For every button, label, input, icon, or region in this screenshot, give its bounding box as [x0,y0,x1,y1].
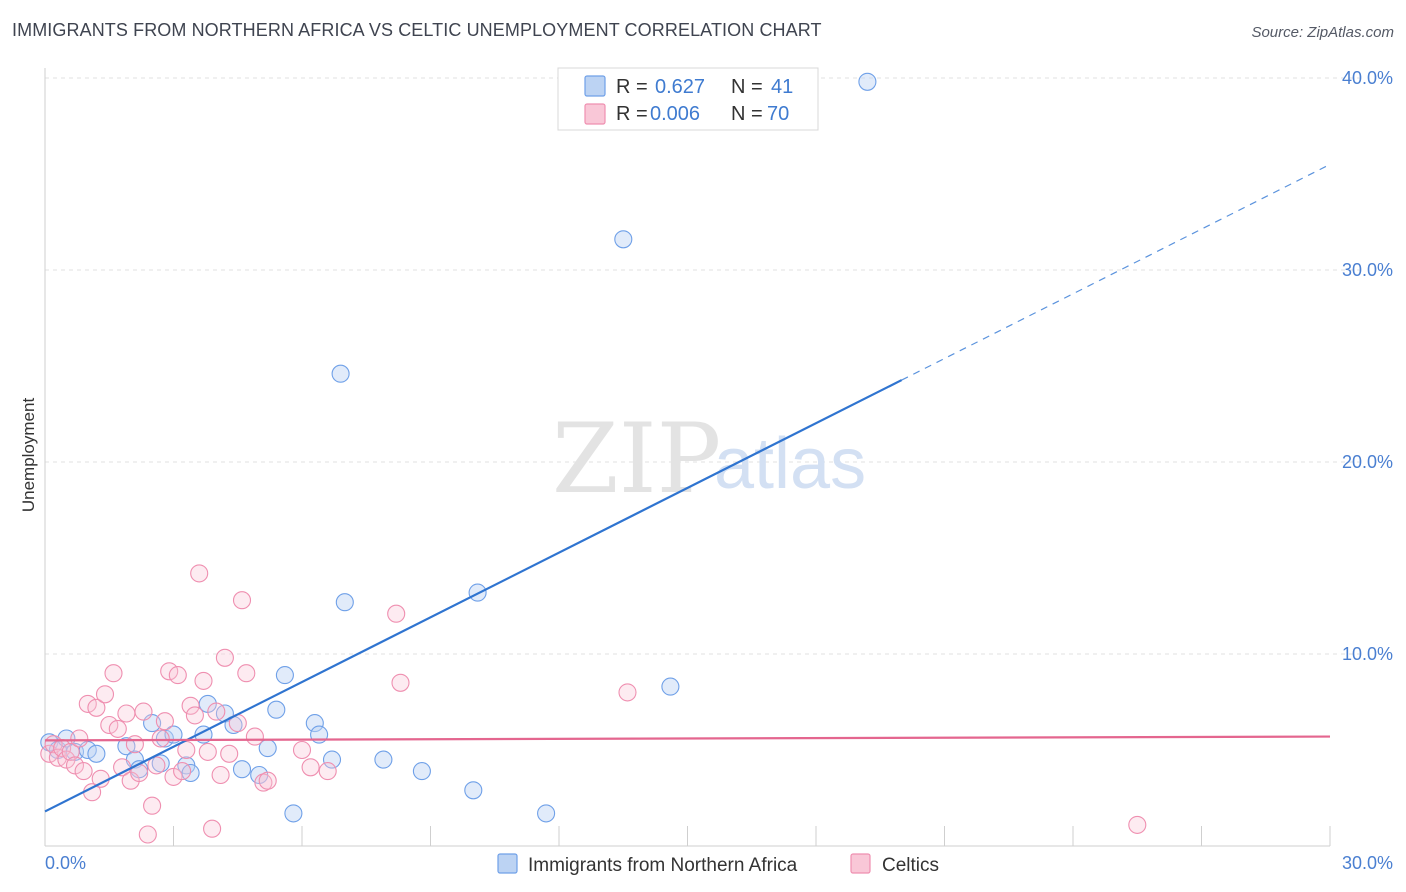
data-point-celtics [232,591,252,610]
bottom-legend: Immigrants from Northern Africa Celtics [497,853,939,876]
data-point-celtics [168,666,187,685]
data-point-immigrants [284,804,303,823]
data-point-immigrants [322,750,342,769]
data-point-celtics [318,762,337,781]
data-point-celtics [215,648,234,667]
trend-layer [44,163,1331,813]
legend: R = 0.627 N = 41 R = 0.006 N = 70 [557,67,819,131]
y-tick-label: 40.0% [1342,68,1393,88]
tick-label-layer: 10.0% 20.0% 30.0% 40.0% 0.0% 30.0% [45,68,1393,873]
data-point-celtics [138,825,157,844]
data-point-celtics [100,715,119,735]
data-point-celtics [134,702,153,721]
data-point-celtics [95,685,115,704]
data-point-celtics [61,742,80,761]
data-point-immigrants [305,714,324,733]
data-point-celtics [147,756,166,775]
data-point-celtics [155,712,174,731]
legend-n-value-2: 70 [767,103,789,125]
data-point-immigrants [267,700,286,719]
legend-n-label-2: N = [731,103,763,125]
data-point-celtics [618,683,637,702]
data-point-celtics [207,702,226,721]
data-point-celtics [1128,815,1147,834]
data-point-immigrants [232,760,252,779]
data-point-celtics [292,740,312,760]
data-point-celtics [70,729,89,748]
watermark: ZIP atlas [552,403,866,515]
data-point-celtics [74,762,93,781]
data-point-immigrants [537,804,556,823]
data-point-celtics [151,729,170,748]
data-point-celtics [181,696,200,715]
trend-line-celtics [44,735,1331,742]
data-point-immigrants [464,781,483,800]
y-tick-label: 10.0% [1342,644,1393,664]
legend-n-label-1: N = [731,76,763,98]
data-point-celtics [258,771,277,790]
axis-layer [44,68,1331,847]
data-point-immigrants [858,72,877,91]
y-tick-label: 30.0% [1342,260,1393,280]
x-tick-label-end: 30.0% [1342,853,1393,873]
data-point-celtics [301,758,320,777]
chart-title: IMMIGRANTS FROM NORTHERN AFRICA VS CELTI… [12,20,822,40]
data-point-immigrants [374,750,393,769]
data-point-celtics [143,796,162,815]
legend-r-value-2: 0.006 [650,103,700,125]
legend-swatch-pink [584,103,606,125]
trend-line-immigrants-extension [901,163,1331,381]
watermark-zip: ZIP [552,403,721,515]
y-axis-label: Unemployment [19,398,38,513]
data-point-celtics [190,564,209,583]
data-point-immigrants [412,762,431,781]
data-point-celtics [108,719,127,738]
data-point-immigrants [661,677,680,696]
data-point-celtics [391,673,410,692]
legend-r-value-1: 0.627 [655,76,705,98]
points-layer [40,72,1147,844]
data-point-celtics [91,769,110,788]
data-point-celtics [245,727,264,746]
data-point-celtics [387,604,406,623]
chart-source: Source: ZipAtlas.com [1251,24,1394,41]
y-tick-label: 20.0% [1342,452,1393,472]
data-point-celtics [160,662,179,681]
data-point-immigrants [335,593,354,612]
data-point-celtics [211,765,230,785]
data-point-celtics [117,704,136,723]
legend-r-label-1: R = [616,76,648,98]
data-point-celtics [203,819,222,838]
grid-layer [45,77,1365,655]
legend-swatch-blue [584,75,606,97]
data-point-celtics [185,706,204,725]
x-tick-label-start: 0.0% [45,853,86,873]
legend-r-label-2: R = [616,103,648,125]
bottom-legend-label-blue: Immigrants from Northern Africa [528,855,798,876]
data-point-celtics [173,762,192,781]
data-point-immigrants [87,744,106,763]
bottom-legend-swatch-pink [850,853,871,874]
trend-line-immigrants [44,379,903,813]
data-point-celtics [104,664,123,683]
bottom-legend-swatch-blue [497,853,518,874]
data-point-celtics [237,664,256,683]
data-point-celtics [198,742,217,761]
data-point-immigrants [614,230,633,249]
data-point-immigrants [275,666,294,685]
data-point-celtics [125,735,144,754]
data-point-immigrants [331,364,350,383]
legend-n-value-1: 41 [771,76,793,98]
data-point-celtics [194,671,213,690]
bottom-legend-label-pink: Celtics [882,855,939,876]
data-point-celtics [78,694,97,713]
data-point-celtics [220,744,239,763]
data-point-celtics [87,698,106,717]
